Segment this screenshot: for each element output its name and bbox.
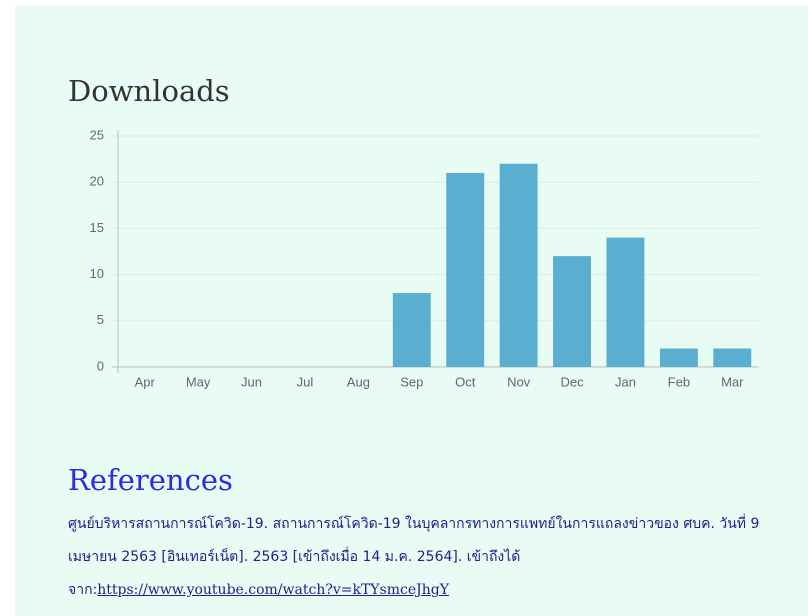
references-title: References bbox=[68, 463, 233, 497]
x-tick-label: Nov bbox=[507, 374, 531, 389]
x-tick-label: Jun bbox=[241, 374, 262, 389]
chart-title: Downloads bbox=[68, 74, 230, 108]
x-tick-label: Jan bbox=[615, 374, 636, 389]
reference-entry: ศูนย์บริหารสถานการณ์โควิด-19. สถานการณ์โ… bbox=[68, 508, 768, 607]
y-tick-label: 5 bbox=[97, 312, 104, 327]
bar bbox=[606, 237, 645, 367]
x-tick-label: Feb bbox=[668, 374, 690, 389]
y-tick-label: 20 bbox=[90, 174, 104, 189]
x-tick-label: May bbox=[186, 374, 211, 389]
bar bbox=[392, 293, 431, 367]
chart: 0 5 10 15 20 25 Apr May Jun Jul Aug Sep Oct Nov Dec Jan… bbox=[90, 127, 759, 389]
bar bbox=[553, 256, 592, 367]
x-tick-label: Aug bbox=[347, 374, 370, 389]
y-tick-label: 15 bbox=[90, 220, 104, 235]
bar bbox=[659, 348, 698, 367]
x-tick-label: Jul bbox=[297, 374, 314, 389]
y-tick-label: 10 bbox=[90, 266, 104, 281]
y-tick-label: 25 bbox=[90, 127, 104, 142]
bar bbox=[713, 348, 752, 367]
x-tick-label: Dec bbox=[560, 374, 584, 389]
reference-text: ศูนย์บริหารสถานการณ์โควิด-19. สถานการณ์โ… bbox=[68, 516, 760, 598]
x-tick-label: Mar bbox=[721, 374, 744, 389]
x-tick-label: Sep bbox=[400, 374, 423, 389]
x-tick-label: Oct bbox=[455, 374, 476, 389]
y-tick-label: 0 bbox=[97, 358, 104, 373]
reference-link[interactable]: https://www.youtube.com/watch?v=kTYsmceJ… bbox=[97, 582, 449, 598]
x-tick-label: Apr bbox=[135, 374, 156, 389]
bar bbox=[446, 172, 485, 367]
bar bbox=[499, 163, 538, 367]
